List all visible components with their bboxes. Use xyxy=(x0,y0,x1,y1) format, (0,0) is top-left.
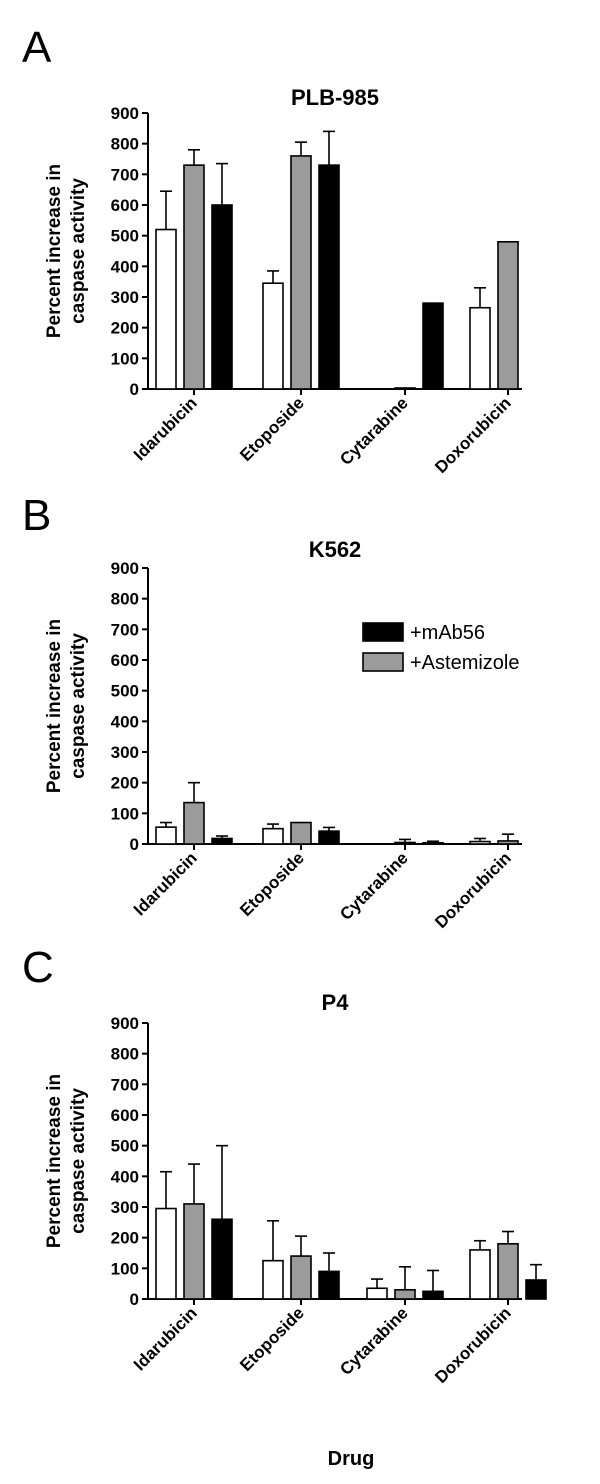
y-tick-label: 0 xyxy=(130,380,139,399)
legend-label: +Astemizole xyxy=(410,652,520,674)
x-tick-label: Doxorubicin xyxy=(431,1303,515,1387)
bar xyxy=(211,204,233,390)
bar xyxy=(262,827,284,845)
bar xyxy=(318,1270,340,1300)
y-tick-label: 200 xyxy=(111,1229,139,1248)
bar xyxy=(469,840,491,845)
panel-letter: A xyxy=(22,23,52,72)
y-tick-label: 500 xyxy=(111,682,139,701)
y-tick-label: 200 xyxy=(111,319,139,338)
y-tick-label: 400 xyxy=(111,712,139,731)
y-tick-label: 100 xyxy=(111,349,139,368)
x-tick-label: Cytarabine xyxy=(336,393,412,469)
x-tick-label: Etoposide xyxy=(236,393,308,465)
bar xyxy=(422,302,444,390)
y-tick-label: 800 xyxy=(111,135,139,154)
y-tick-label: 100 xyxy=(111,804,139,823)
y-axis-label: Percent increase in caspase activity xyxy=(44,619,89,793)
y-axis-label-line: caspase activity xyxy=(68,633,89,779)
y-tick-label: 700 xyxy=(111,165,139,184)
bar xyxy=(211,837,233,845)
y-tick-label: 700 xyxy=(111,1075,139,1094)
legend: +mAb56 +Astemizole xyxy=(362,622,520,674)
bar xyxy=(497,840,519,845)
bar xyxy=(422,841,444,845)
chart-title: PLB-985 xyxy=(291,85,379,110)
bar xyxy=(318,830,340,845)
bar xyxy=(422,1290,444,1300)
bar xyxy=(183,164,205,390)
x-tick-label: Etoposide xyxy=(236,848,308,920)
bar xyxy=(290,821,312,845)
bar xyxy=(469,1249,491,1300)
bar xyxy=(469,306,491,390)
figure-x-axis-label: Drug xyxy=(328,1448,375,1470)
y-tick-label: 600 xyxy=(111,1106,139,1125)
legend-swatch xyxy=(362,622,404,642)
chart-panel-a: A PLB-985 Percent increase in caspase activ… xyxy=(22,23,522,477)
y-tick-label: 400 xyxy=(111,257,139,276)
chart-title: K562 xyxy=(309,537,362,562)
y-tick-label: 500 xyxy=(111,227,139,246)
y-tick-label: 900 xyxy=(111,104,139,123)
chart-panel-b: B K562 Percent increase in caspase activity… xyxy=(22,491,522,932)
y-axis-label: Percent increase in caspase activity xyxy=(44,1074,89,1248)
y-tick-label: 600 xyxy=(111,651,139,670)
y-axis-label-line: caspase activity xyxy=(68,1088,89,1234)
y-tick-label: 800 xyxy=(111,1045,139,1064)
bar xyxy=(394,387,416,390)
bar xyxy=(394,841,416,845)
y-tick-label: 100 xyxy=(111,1259,139,1278)
y-tick-label: 900 xyxy=(111,1014,139,1033)
bar xyxy=(262,282,284,390)
bar xyxy=(290,155,312,390)
bar xyxy=(394,1289,416,1300)
x-tick-label: Idarubicin xyxy=(130,393,201,464)
bar xyxy=(318,164,340,390)
chart-panel-c: C P4 Percent increase in caspase activity 0 1… xyxy=(22,943,547,1387)
x-tick-label: Doxorubicin xyxy=(431,848,515,932)
bar xyxy=(155,228,177,390)
y-tick-label: 400 xyxy=(111,1167,139,1186)
y-axis-label: Percent increase in caspase activity xyxy=(44,164,89,338)
y-tick-label: 0 xyxy=(130,1290,139,1309)
bar xyxy=(155,826,177,845)
bar xyxy=(525,1279,547,1300)
y-tick-label: 300 xyxy=(111,743,139,762)
bar xyxy=(497,241,519,390)
bar xyxy=(211,1218,233,1300)
y-tick-label: 0 xyxy=(130,835,139,854)
y-tick-label: 500 xyxy=(111,1137,139,1156)
bar xyxy=(290,1255,312,1300)
x-tick-label: Idarubicin xyxy=(130,1303,201,1374)
y-axis-label-line: Percent increase in xyxy=(44,164,65,338)
y-tick-label: 300 xyxy=(111,1198,139,1217)
y-axis-label-line: caspase activity xyxy=(68,178,89,324)
panel-letter: B xyxy=(22,491,51,540)
y-tick-label: 900 xyxy=(111,559,139,578)
x-tick-label: Cytarabine xyxy=(336,848,412,924)
bar xyxy=(155,1207,177,1300)
y-axis-label-line: Percent increase in xyxy=(44,619,65,793)
x-tick-label: Etoposide xyxy=(236,1303,308,1375)
legend-label: +mAb56 xyxy=(410,622,485,644)
x-tick-label: Doxorubicin xyxy=(431,393,515,477)
bar xyxy=(497,1243,519,1300)
bar xyxy=(366,1287,388,1300)
y-tick-label: 800 xyxy=(111,590,139,609)
x-tick-label: Idarubicin xyxy=(130,848,201,919)
bar xyxy=(183,801,205,845)
legend-swatch xyxy=(362,652,404,672)
bar xyxy=(262,1259,284,1300)
y-axis-label-line: Percent increase in xyxy=(44,1074,65,1248)
bar xyxy=(183,1203,205,1300)
panel-letter: C xyxy=(22,943,54,992)
y-tick-label: 200 xyxy=(111,774,139,793)
y-tick-label: 600 xyxy=(111,196,139,215)
y-tick-label: 700 xyxy=(111,620,139,639)
chart-title: P4 xyxy=(322,990,350,1015)
y-tick-label: 300 xyxy=(111,288,139,307)
x-tick-label: Cytarabine xyxy=(336,1303,412,1379)
